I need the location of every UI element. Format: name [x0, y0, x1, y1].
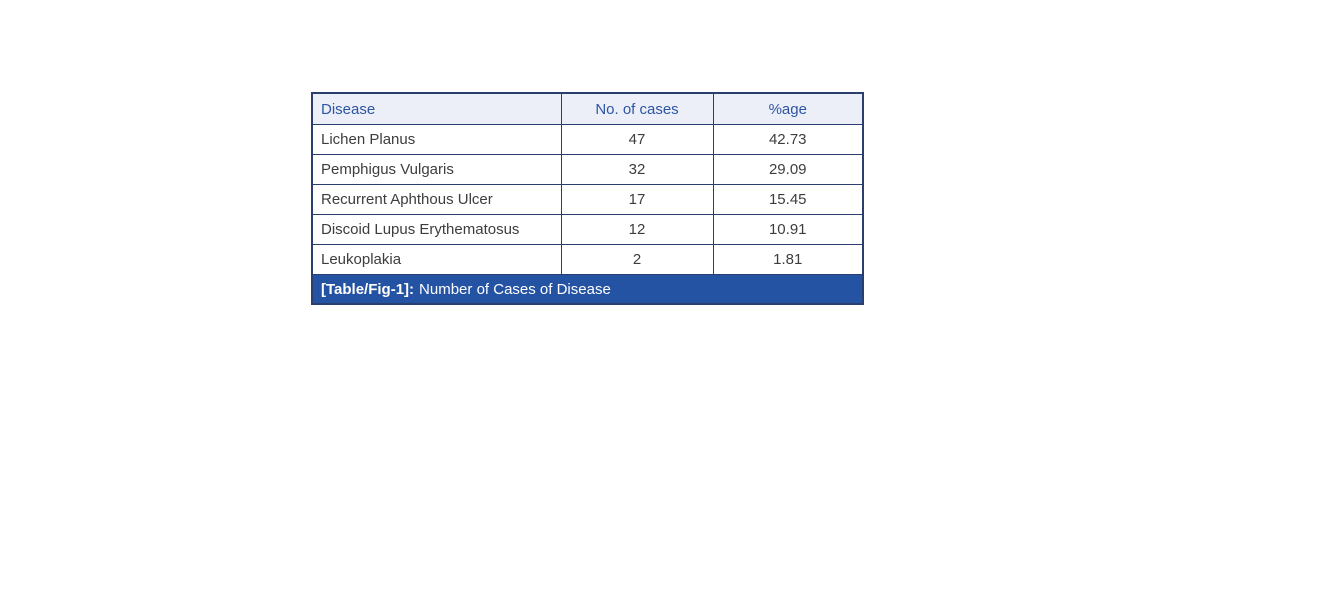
table-row: Recurrent Aphthous Ulcer 17 15.45	[311, 184, 864, 215]
cell-disease: Leukoplakia	[311, 244, 562, 275]
cell-cases: 17	[560, 184, 714, 215]
disease-table: Disease No. of cases %age Lichen Planus …	[311, 92, 864, 305]
cell-percentage: 10.91	[712, 214, 864, 245]
column-header-cases: No. of cases	[560, 92, 714, 125]
caption-label: [Table/Fig-1]:	[321, 280, 415, 298]
caption-row: [Table/Fig-1]: Number of Cases of Disease	[311, 274, 864, 305]
cell-disease: Recurrent Aphthous Ulcer	[311, 184, 562, 215]
cell-cases: 2	[560, 244, 714, 275]
table-row: Pemphigus Vulgaris 32 29.09	[311, 154, 864, 185]
table-row: Lichen Planus 47 42.73	[311, 124, 864, 155]
cell-percentage: 15.45	[712, 184, 864, 215]
table-caption: [Table/Fig-1]: Number of Cases of Disease	[311, 274, 864, 305]
cell-disease: Pemphigus Vulgaris	[311, 154, 562, 185]
cell-percentage: 29.09	[712, 154, 864, 185]
cell-disease: Lichen Planus	[311, 124, 562, 155]
cell-percentage: 1.81	[712, 244, 864, 275]
column-header-disease: Disease	[311, 92, 562, 125]
column-header-percentage: %age	[712, 92, 864, 125]
table-row: Discoid Lupus Erythematosus 12 10.91	[311, 214, 864, 245]
cell-disease: Discoid Lupus Erythematosus	[311, 214, 562, 245]
table-row: Leukoplakia 2 1.81	[311, 244, 864, 275]
cell-cases: 47	[560, 124, 714, 155]
cell-percentage: 42.73	[712, 124, 864, 155]
caption-title: Number of Cases of Disease	[419, 280, 611, 298]
cell-cases: 12	[560, 214, 714, 245]
cell-cases: 32	[560, 154, 714, 185]
table-header-row: Disease No. of cases %age	[311, 92, 864, 125]
